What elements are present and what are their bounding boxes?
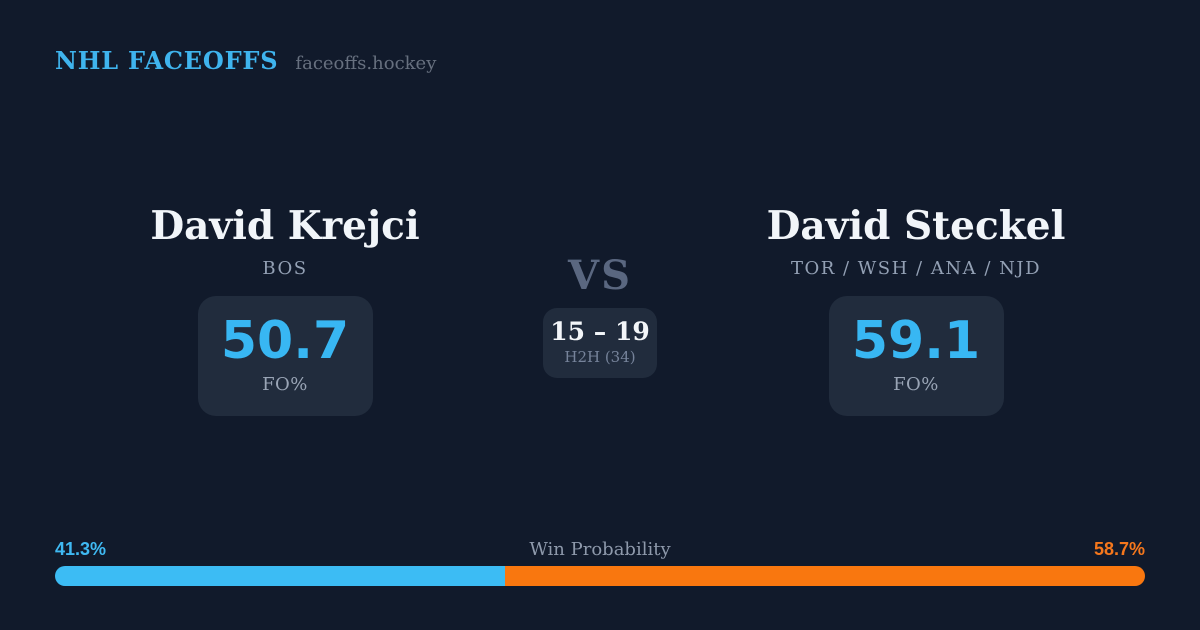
player-left-name: David Krejci — [150, 203, 420, 249]
player-left-fo-label: FO% — [262, 373, 308, 395]
player-left-fo-value: 50.7 — [220, 310, 350, 371]
win-probability-right-pct: 58.7% — [1093, 539, 1145, 559]
brand-title: NHL FACEOFFS — [55, 46, 279, 75]
player-right-teams: TOR / WSH / ANA / NJD — [790, 257, 1041, 279]
player-left-section: David Krejci BOS 50.7 FO% — [110, 205, 460, 416]
vs-label: VS — [568, 252, 632, 299]
player-left-fo-card: 50.7 FO% — [197, 295, 373, 416]
player-left-teams: BOS — [262, 257, 308, 279]
versus-section: VS 15 – 19 H2H (34) — [490, 205, 710, 378]
win-probability-title: Win Probability — [529, 539, 671, 560]
win-probability-bar — [55, 566, 1145, 586]
site-link[interactable]: faceoffs.hockey — [295, 53, 437, 74]
win-probability-labels: 41.3% Win Probability 58.7% — [55, 539, 1145, 560]
win-probability-bar-right-segment — [505, 566, 1145, 586]
player-right-fo-value: 59.1 — [851, 310, 981, 371]
h2h-card: 15 – 19 H2H (34) — [543, 308, 657, 378]
player-right-fo-label: FO% — [893, 373, 939, 395]
player-right-section: David Steckel TOR / WSH / ANA / NJD 59.1… — [741, 205, 1091, 416]
h2h-score: 15 – 19 — [550, 317, 650, 346]
h2h-label: H2H (34) — [564, 347, 636, 366]
player-right-fo-card: 59.1 FO% — [828, 295, 1004, 416]
win-probability-bar-left-segment — [55, 566, 506, 586]
win-probability-left-pct: 41.3% — [55, 539, 107, 559]
header: NHL FACEOFFS faceoffs.hockey — [55, 46, 436, 75]
player-right-name: David Steckel — [766, 203, 1066, 249]
